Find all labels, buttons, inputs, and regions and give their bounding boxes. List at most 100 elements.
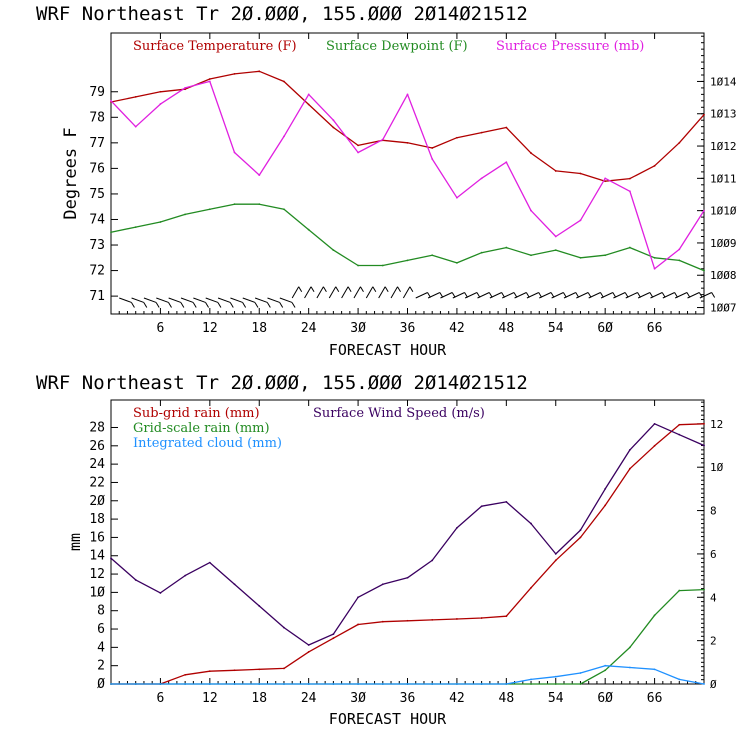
wind-barb bbox=[156, 297, 169, 303]
panel2-point bbox=[678, 678, 681, 681]
wind-barb bbox=[662, 292, 675, 299]
panel1-point bbox=[258, 174, 261, 177]
panel1-point bbox=[604, 177, 607, 180]
panel1-point bbox=[678, 259, 681, 262]
panel1-point bbox=[579, 256, 582, 259]
panel1-point bbox=[283, 80, 285, 83]
wind-barb bbox=[464, 292, 478, 299]
panel1-point bbox=[431, 147, 434, 149]
wind-barb-flag bbox=[192, 302, 197, 308]
panel1-point bbox=[554, 235, 557, 238]
panel1-point bbox=[208, 78, 211, 80]
panel2-point bbox=[628, 646, 631, 649]
panel2-xtick-label: 66 bbox=[647, 691, 663, 706]
panel1-point bbox=[604, 254, 607, 257]
wind-barb bbox=[637, 292, 651, 299]
panel2-point bbox=[480, 617, 483, 619]
wind-barb-flag bbox=[168, 302, 172, 308]
panel1-point bbox=[307, 93, 310, 96]
panel1-y2tick-label: 1ØØ7 bbox=[710, 302, 737, 315]
panel2-ytick-label: 2 bbox=[97, 659, 105, 674]
panel2-point bbox=[456, 618, 458, 620]
panel1-y2tick-label: 1Ø14 bbox=[710, 75, 737, 88]
panel1-legend-entry: Surface Dewpoint (F) bbox=[326, 39, 468, 54]
wind-barb bbox=[650, 292, 663, 299]
panel2-y2tick-label: 8 bbox=[710, 505, 717, 518]
panel1-point bbox=[456, 136, 458, 139]
panel1-point bbox=[579, 219, 582, 222]
panel1-xlabel: FORECAST HOUR bbox=[329, 341, 447, 359]
panel2-ytick-label: 12 bbox=[89, 567, 105, 582]
panel1-point bbox=[678, 248, 681, 251]
panel2-point bbox=[703, 588, 705, 591]
panel2-point bbox=[184, 683, 187, 685]
panel2-point bbox=[628, 448, 631, 451]
wind-barb bbox=[452, 292, 465, 299]
panel1-legend-entry: Surface Pressure (mb) bbox=[496, 39, 644, 54]
panel2-xtick-label: 48 bbox=[499, 691, 515, 706]
wind-barb-flag bbox=[217, 302, 222, 308]
panel2-point bbox=[554, 559, 557, 562]
panel1-ytick-label: 75 bbox=[89, 187, 105, 202]
wind-barb bbox=[539, 292, 552, 299]
panel1-point bbox=[406, 141, 409, 144]
panel1-point bbox=[134, 125, 137, 128]
panel1-y2tick-label: 1Ø11 bbox=[710, 172, 737, 185]
panel1-point bbox=[233, 203, 236, 206]
wind-barb bbox=[291, 286, 300, 299]
panel2-point bbox=[208, 561, 211, 564]
panel2-point bbox=[283, 667, 285, 670]
panel2-ylabel: mm bbox=[66, 533, 84, 551]
wind-barb-flag bbox=[409, 286, 414, 292]
panel2-point bbox=[208, 683, 211, 685]
panel1-xtick-label: 6 bbox=[157, 321, 165, 336]
panel1-point bbox=[332, 119, 335, 122]
panel2-point bbox=[283, 626, 285, 629]
wind-barb bbox=[415, 292, 428, 299]
wind-barb-flag bbox=[711, 292, 716, 298]
panel2-point bbox=[357, 683, 359, 685]
panel1-point bbox=[357, 144, 359, 147]
panel1-point bbox=[110, 99, 112, 102]
panel2-point bbox=[554, 675, 557, 678]
panel2-legend-entry: Grid-scale rain (mm) bbox=[133, 421, 270, 436]
panel2-point bbox=[505, 615, 508, 618]
panel2-point bbox=[159, 592, 162, 594]
panel2-ytick-label: 8 bbox=[97, 604, 105, 619]
panel1-point bbox=[653, 267, 656, 270]
wind-barb-flag bbox=[205, 302, 210, 308]
panel1-point bbox=[381, 138, 384, 141]
panel1-point bbox=[628, 190, 631, 193]
wind-barb bbox=[180, 297, 194, 303]
panel2-y2tick-label: 2 bbox=[710, 635, 717, 648]
wind-barb-flag bbox=[180, 302, 185, 308]
wind-barb bbox=[402, 286, 411, 299]
panel2-legend-entry: Surface Wind Speed (m/s) bbox=[313, 406, 485, 421]
wind-barb bbox=[502, 292, 515, 299]
panel1-series-surface-pressure-mb bbox=[110, 80, 705, 270]
panel1-point bbox=[258, 70, 261, 73]
wind-barb bbox=[304, 286, 312, 299]
wind-barb bbox=[168, 297, 182, 303]
panel1-point bbox=[283, 208, 285, 211]
wind-barb bbox=[143, 297, 157, 303]
wind-barb bbox=[230, 297, 243, 303]
wind-barb-flag bbox=[254, 302, 259, 308]
wind-barb bbox=[279, 297, 293, 303]
panel2-point bbox=[703, 444, 705, 447]
panel1-y2tick-label: 1Ø13 bbox=[710, 108, 737, 121]
wind-barb bbox=[625, 292, 638, 299]
panel2-point bbox=[653, 422, 656, 425]
panel2-point bbox=[579, 529, 582, 531]
wind-barb bbox=[365, 286, 374, 299]
panel2-ytick-label: 26 bbox=[89, 439, 105, 454]
panel1-y2tick-label: 1ØØ9 bbox=[710, 237, 737, 250]
wind-barb bbox=[440, 292, 453, 299]
panel2-point bbox=[653, 444, 656, 447]
panel2-point bbox=[134, 579, 137, 581]
panel1-point bbox=[653, 256, 656, 259]
panel2-point bbox=[678, 423, 681, 426]
panel2-ytick-label: 22 bbox=[89, 475, 105, 490]
panel2-ytick-label: 1Ø bbox=[89, 585, 105, 600]
panel2-point bbox=[258, 668, 261, 671]
